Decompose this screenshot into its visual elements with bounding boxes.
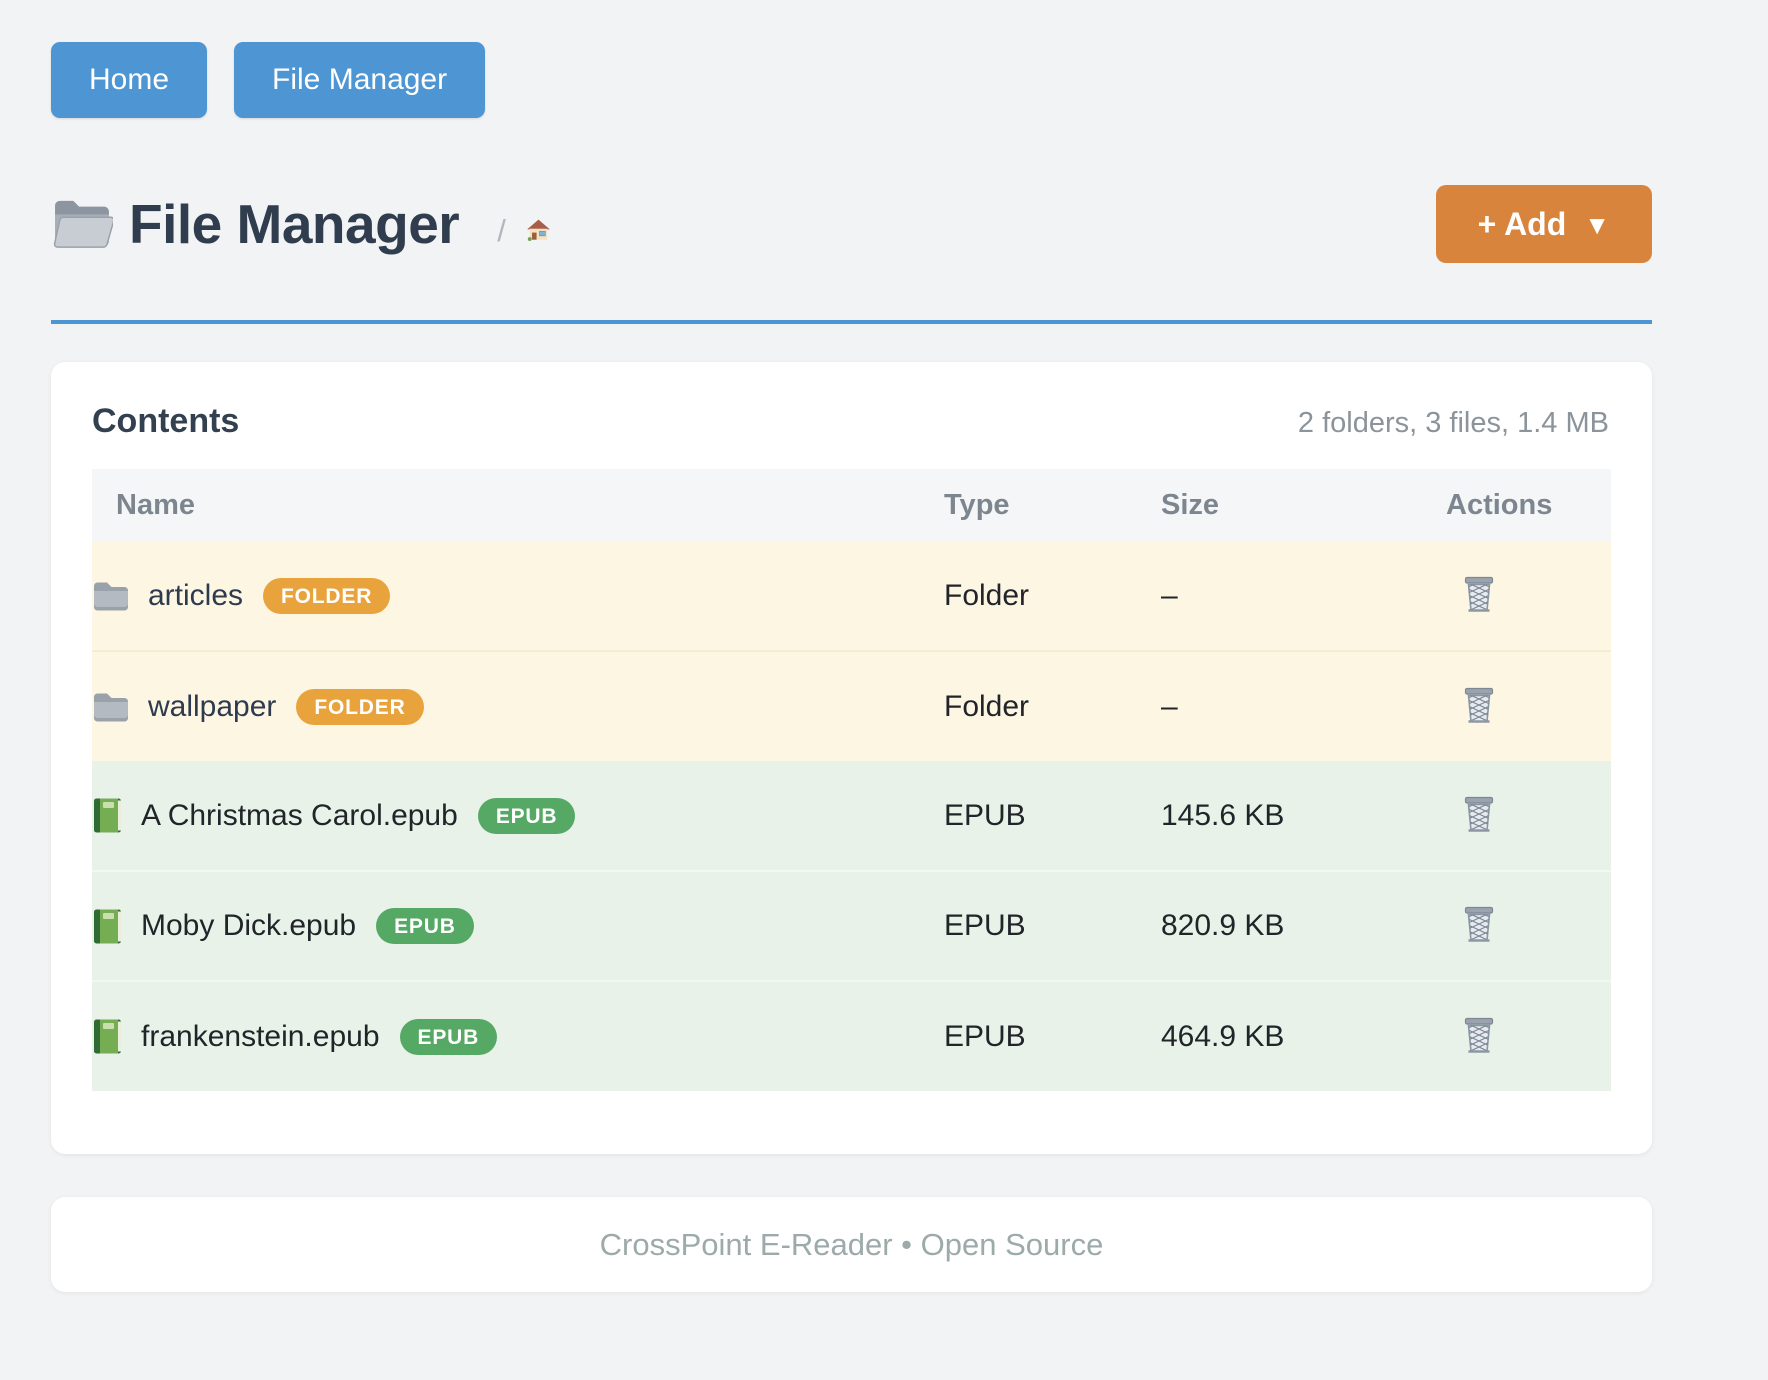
table-row: articles FOLDER Folder – — [92, 541, 1611, 651]
size-cell: – — [1161, 650, 1446, 761]
book-icon — [92, 1018, 123, 1055]
type-cell: Folder — [944, 650, 1161, 761]
home-button[interactable]: Home — [51, 42, 208, 118]
book-icon — [92, 797, 123, 834]
footer-card: CrossPoint E-Reader • Open Source — [51, 1197, 1652, 1292]
table-row: wallpaper FOLDER Folder – — [92, 650, 1611, 761]
column-header-actions: Actions — [1446, 469, 1611, 541]
file-name[interactable]: articles — [148, 578, 244, 612]
type-badge: EPUB — [376, 908, 474, 944]
contents-summary: 2 folders, 3 files, 1.4 MB — [1297, 407, 1609, 439]
column-header-name: Name — [92, 469, 944, 541]
page-title: File Manager — [129, 193, 460, 255]
open-folder-icon — [53, 200, 113, 248]
house-icon[interactable] — [520, 207, 557, 241]
column-header-type: Type — [944, 469, 1161, 541]
table-row: frankenstein.epub EPUB EPUB 464.9 KB — [92, 980, 1611, 1091]
header-divider — [51, 320, 1652, 324]
size-cell: 145.6 KB — [1161, 761, 1446, 871]
table-header-row: Name Type Size Actions — [92, 469, 1611, 541]
delete-button[interactable] — [1458, 571, 1500, 620]
file-name[interactable]: wallpaper — [148, 689, 277, 723]
type-badge: FOLDER — [263, 577, 391, 614]
type-badge: FOLDER — [296, 688, 424, 725]
type-cell: EPUB — [944, 980, 1161, 1091]
book-icon — [92, 908, 123, 945]
footer-text: CrossPoint E-Reader • Open Source — [599, 1226, 1104, 1262]
wastebasket-icon — [1462, 795, 1496, 836]
folder-icon — [92, 691, 130, 722]
files-table: Name Type Size Actions articles FOLDER — [92, 469, 1611, 1091]
type-cell: EPUB — [944, 870, 1161, 981]
type-cell: Folder — [944, 541, 1161, 651]
size-cell: – — [1161, 541, 1446, 651]
add-button[interactable]: + Add ▼ — [1435, 185, 1652, 263]
size-cell: 820.9 KB — [1161, 870, 1446, 981]
type-badge: EPUB — [477, 797, 576, 834]
contents-card-header: Contents 2 folders, 3 files, 1.4 MB — [92, 402, 1611, 469]
title-group: File Manager / — [51, 192, 557, 256]
file-manager-button[interactable]: File Manager — [234, 42, 486, 118]
chevron-down-icon: ▼ — [1584, 210, 1610, 240]
folder-icon — [92, 580, 130, 611]
page: Home File Manager File Manager / + Add ▼ — [51, 42, 1652, 1292]
delete-button[interactable] — [1458, 901, 1500, 950]
type-badge: EPUB — [399, 1018, 498, 1055]
column-header-size: Size — [1161, 469, 1446, 541]
file-name[interactable]: frankenstein.epub — [141, 1019, 380, 1053]
breadcrumb-separator: / — [497, 213, 506, 248]
file-name[interactable]: A Christmas Carol.epub — [141, 798, 458, 832]
delete-button[interactable] — [1458, 682, 1500, 731]
page-header: File Manager / + Add ▼ — [51, 185, 1652, 263]
top-navigation: Home File Manager — [51, 42, 1652, 118]
wastebasket-icon — [1462, 575, 1496, 616]
add-button-label: + Add — [1477, 205, 1567, 242]
wastebasket-icon — [1462, 686, 1496, 727]
table-row: A Christmas Carol.epub EPUB EPUB 145.6 K… — [92, 761, 1611, 871]
table-row: Moby Dick.epub EPUB EPUB 820.9 KB — [92, 870, 1611, 981]
wastebasket-icon — [1462, 1016, 1496, 1057]
delete-button[interactable] — [1458, 1012, 1500, 1061]
contents-heading: Contents — [92, 402, 240, 440]
contents-card: Contents 2 folders, 3 files, 1.4 MB Name… — [51, 362, 1652, 1154]
file-name[interactable]: Moby Dick.epub — [141, 909, 357, 942]
size-cell: 464.9 KB — [1161, 980, 1446, 1091]
wastebasket-icon — [1462, 905, 1496, 946]
delete-button[interactable] — [1458, 791, 1500, 840]
type-cell: EPUB — [944, 761, 1161, 871]
